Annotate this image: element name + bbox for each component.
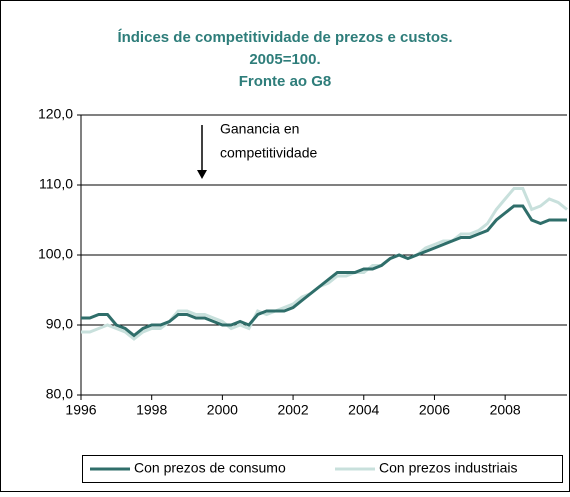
chart-title: Fronte ao G8 [239, 73, 332, 90]
legend [82, 455, 563, 483]
x-tick-label: 2008 [490, 402, 521, 418]
x-tick-label: 1996 [65, 402, 96, 418]
x-tick-label: 2000 [207, 402, 238, 418]
x-tick-label: 1998 [136, 402, 167, 418]
chart-title: 2005=100. [249, 51, 320, 68]
annotation: competitividade [220, 145, 317, 161]
y-tick-label: 90,0 [46, 316, 73, 332]
legend-label: Con prezos industriais [379, 460, 518, 476]
x-tick-label: 2002 [277, 402, 308, 418]
y-tick-label: 110,0 [39, 176, 73, 192]
arrow-head [197, 170, 207, 179]
series-line [81, 204, 567, 338]
annotation: Ganancia en [220, 121, 299, 137]
x-tick-label: 2006 [419, 402, 450, 418]
legend-label: Con prezos de consumo [134, 460, 286, 476]
y-tick-label: 100,0 [38, 246, 73, 262]
chart-title: Índices de competitividade de prezos e c… [117, 29, 452, 46]
y-tick-label: 80,0 [46, 386, 73, 402]
y-tick-label: 120,0 [38, 106, 73, 122]
x-tick-label: 2004 [348, 402, 379, 418]
